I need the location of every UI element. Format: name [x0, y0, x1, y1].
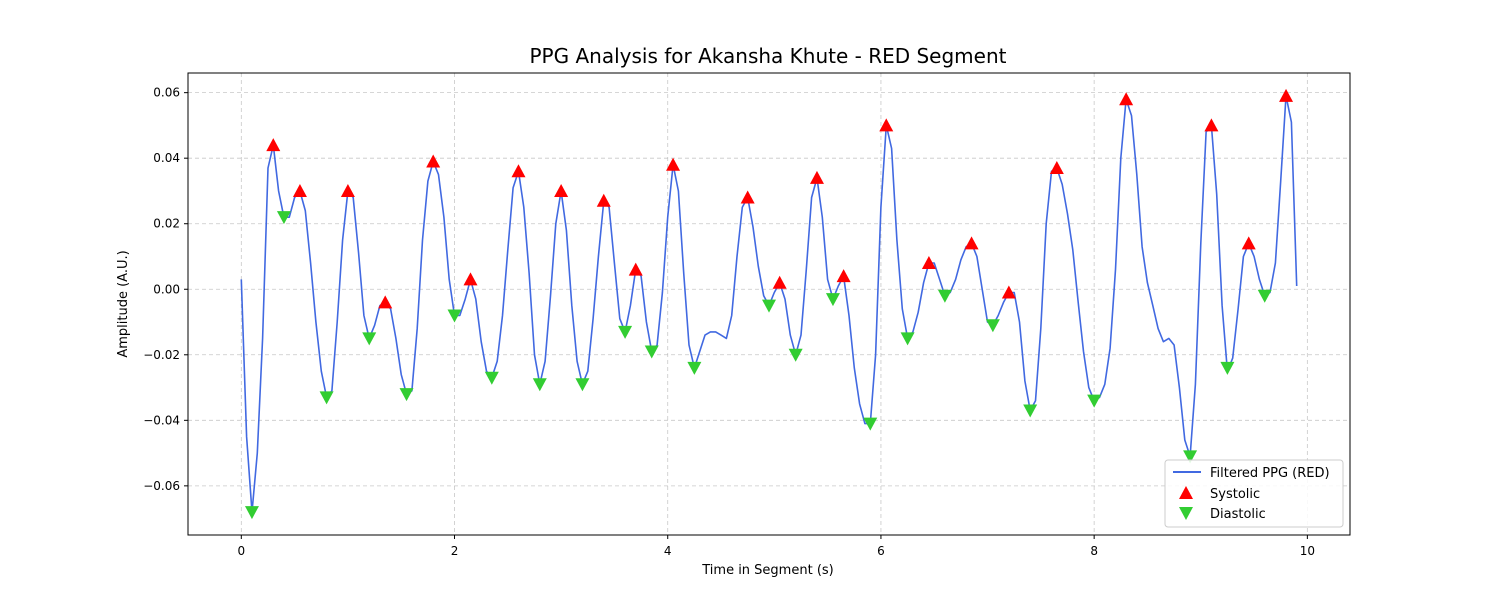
x-tick-label: 4: [664, 544, 672, 558]
diastolic-marker: [1257, 289, 1272, 303]
y-axis: −0.06 −0.04 −0.02 0.00 0.02 0.04 0.06: [143, 86, 188, 493]
systolic-marker: [596, 193, 611, 207]
series-layer: [240, 88, 1298, 520]
legend-diastolic-marker: [1179, 507, 1193, 520]
systolic-marker: [772, 275, 787, 289]
diastolic-marker: [362, 332, 377, 346]
grid: [188, 73, 1350, 535]
x-tick-label: 8: [1090, 544, 1098, 558]
diastolic-marker: [687, 361, 702, 375]
systolic-marker: [554, 183, 569, 197]
diastolic-marker: [863, 417, 878, 431]
systolic-marker: [426, 154, 441, 168]
systolic-marker: [879, 118, 894, 132]
legend: Filtered PPG (RED) Systolic Diastolic: [1164, 459, 1344, 528]
diastolic-marker: [1023, 404, 1038, 418]
systolic-marker: [292, 183, 307, 197]
diastolic-marker: [1087, 394, 1102, 408]
systolic-marker: [463, 272, 478, 286]
x-tick-label: 2: [451, 544, 459, 558]
y-tick-label: −0.04: [143, 413, 180, 427]
systolic-marker: [666, 157, 681, 171]
diastolic-marker: [484, 371, 499, 385]
systolic-marker: [1204, 118, 1219, 132]
diastolic-marker: [1183, 450, 1198, 464]
systolic-marker: [964, 236, 979, 250]
diastolic-marker: [644, 345, 659, 359]
diastolic-marker: [825, 293, 840, 307]
x-tick-label: 0: [237, 544, 245, 558]
systolic-marker: [1241, 236, 1256, 250]
chart-title: PPG Analysis for Akansha Khute - RED Seg…: [530, 44, 1007, 68]
x-tick-label: 6: [877, 544, 885, 558]
diastolic-marker: [319, 391, 334, 405]
y-axis-label: Amplitude (A.U.): [116, 250, 131, 357]
legend-label-systolic: Systolic: [1210, 487, 1260, 502]
y-tick-label: −0.02: [143, 348, 180, 362]
legend-label-filtered: Filtered PPG (RED): [1210, 466, 1330, 481]
systolic-marker: [1119, 92, 1134, 106]
systolic-marker: [809, 170, 824, 184]
y-tick-label: 0.04: [153, 151, 180, 165]
y-tick-label: 0.06: [153, 86, 180, 100]
diastolic-marker: [788, 348, 803, 362]
diastolic-marker: [532, 378, 547, 392]
diastolic-marker: [985, 319, 1000, 333]
legend-label-diastolic: Diastolic: [1210, 507, 1266, 522]
systolic-marker: [511, 164, 526, 178]
systolic-marker: [378, 295, 393, 309]
diastolic-marker: [399, 388, 414, 402]
systolic-marker: [921, 256, 936, 270]
diastolic-marker: [762, 299, 776, 313]
systolic-marker: [740, 190, 755, 204]
plot-area-frame: [187, 72, 1351, 536]
legend-box: [1164, 459, 1344, 528]
diastolic-marker: [244, 506, 259, 520]
diastolic-marker: [447, 309, 462, 323]
legend-systolic-marker: [1179, 486, 1193, 499]
systolic-marker: [1001, 285, 1016, 299]
systolic-marker: [836, 269, 851, 283]
diastolic-marker: [618, 325, 633, 339]
y-tick-label: −0.06: [143, 479, 180, 493]
systolic-marker: [1279, 88, 1294, 102]
systolic-marker: [266, 138, 281, 152]
diastolic-marker: [276, 211, 291, 225]
diastolic-marker: [937, 289, 952, 303]
x-axis-label: Time in Segment (s): [701, 563, 833, 578]
x-axis: 0 2 4 6 8 10: [237, 535, 1315, 558]
diastolic-marker: [575, 378, 590, 392]
systolic-marker: [628, 262, 643, 276]
systolic-marker: [340, 183, 355, 197]
diastolic-marker: [900, 332, 915, 346]
x-tick-label: 10: [1300, 544, 1315, 558]
y-tick-label: 0.02: [153, 217, 180, 231]
systolic-marker: [1049, 161, 1064, 175]
y-tick-label: 0.00: [153, 282, 180, 296]
diastolic-marker: [1220, 361, 1235, 375]
